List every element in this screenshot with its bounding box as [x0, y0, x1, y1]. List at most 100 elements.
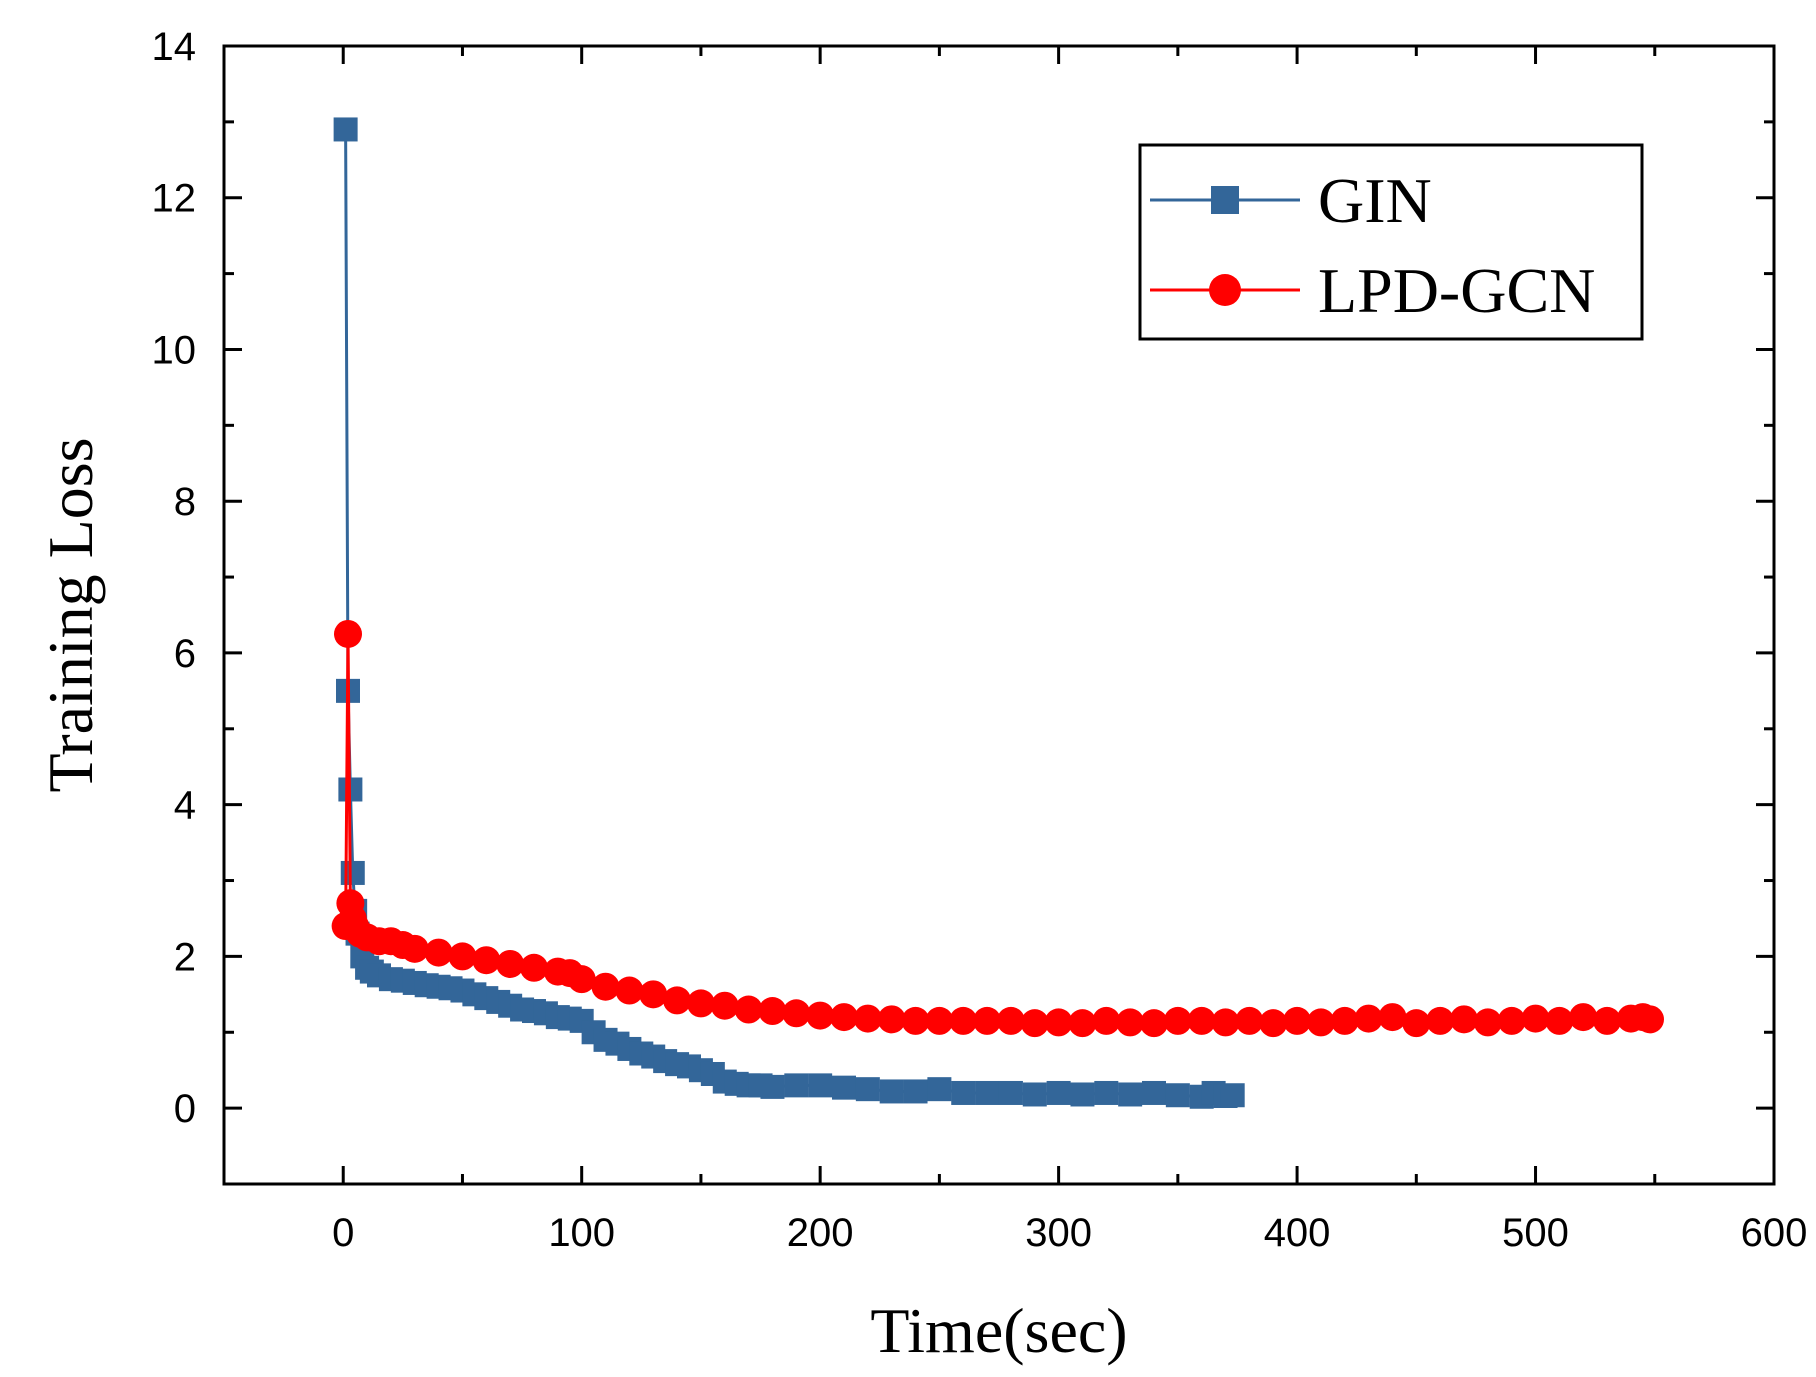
y-axis-title: Training Loss [35, 437, 106, 792]
data-point-gin [1094, 1080, 1119, 1105]
data-point-lpd-gcn [1116, 1008, 1145, 1037]
data-point-lpd-gcn [1569, 1003, 1598, 1032]
legend: GIN LPD-GCN [1138, 143, 1644, 341]
data-point-lpd-gcn [1473, 1008, 1502, 1037]
y-tick-label: 8 [174, 480, 196, 524]
data-point-lpd-gcn [496, 949, 525, 978]
data-point-gin [333, 117, 358, 142]
data-point-lpd-gcn [1068, 1009, 1097, 1038]
y-tick-label: 10 [152, 328, 197, 372]
data-point-lpd-gcn [1044, 1008, 1073, 1037]
data-point-lpd-gcn [806, 1001, 835, 1030]
data-point-gin [855, 1077, 880, 1102]
data-point-lpd-gcn [782, 999, 811, 1028]
data-point-lpd-gcn [400, 934, 429, 963]
data-point-gin [975, 1080, 1000, 1105]
data-point-lpd-gcn [925, 1006, 954, 1035]
data-point-lpd-gcn [591, 972, 620, 1001]
data-point-lpd-gcn [973, 1006, 1002, 1035]
data-point-gin [998, 1080, 1023, 1105]
data-point-lpd-gcn [1545, 1006, 1574, 1035]
data-point-gin [1142, 1080, 1166, 1105]
data-point-lpd-gcn [1306, 1008, 1335, 1037]
y-tick-label: 6 [174, 632, 196, 676]
data-point-lpd-gcn [1211, 1008, 1240, 1037]
data-point-gin [927, 1077, 952, 1102]
y-tick-label: 2 [174, 935, 196, 979]
x-tick-label: 0 [332, 1211, 354, 1255]
x-tick-label: 300 [1025, 1211, 1092, 1255]
data-point-lpd-gcn [334, 619, 362, 648]
data-point-lpd-gcn [567, 965, 596, 994]
x-tick-label: 100 [548, 1211, 615, 1255]
tick-layer [222, 46, 1776, 1184]
legend-label-lpd-gcn: LPD-GCN [1318, 255, 1595, 326]
data-point-lpd-gcn [472, 946, 501, 975]
y-tick-label: 12 [152, 177, 197, 221]
data-point-lpd-gcn [1378, 1003, 1407, 1032]
x-axis-title: Time(sec) [870, 1295, 1127, 1366]
data-point-gin [951, 1080, 976, 1105]
data-point-gin [1046, 1080, 1071, 1105]
data-point-lpd-gcn [686, 989, 715, 1018]
data-point-lpd-gcn [1092, 1006, 1121, 1035]
x-tick-label: 400 [1264, 1211, 1331, 1255]
data-point-lpd-gcn [1140, 1009, 1168, 1038]
data-point-lpd-gcn [1402, 1009, 1431, 1038]
data-point-gin [1022, 1082, 1047, 1107]
plot-frame [222, 44, 1776, 1186]
x-tick-label: 500 [1502, 1211, 1569, 1255]
data-point-lpd-gcn [1283, 1006, 1312, 1035]
data-point-gin [1070, 1082, 1095, 1107]
data-point-gin [832, 1075, 856, 1100]
legend-box [1138, 143, 1644, 341]
data-point-lpd-gcn [1593, 1006, 1622, 1035]
data-point-lpd-gcn [734, 995, 763, 1024]
data-point-lpd-gcn [1187, 1006, 1216, 1035]
data-point-gin [903, 1079, 928, 1104]
data-point-lpd-gcn [877, 1005, 906, 1034]
x-tick-label: 200 [787, 1211, 854, 1255]
data-point-gin [1220, 1083, 1245, 1108]
data-point-lpd-gcn [830, 1003, 858, 1032]
data-point-lpd-gcn [996, 1006, 1025, 1035]
data-point-lpd-gcn [1163, 1006, 1192, 1035]
y-tick-label: 14 [152, 25, 197, 69]
data-point-lpd-gcn [758, 997, 787, 1026]
data-point-lpd-gcn [448, 942, 477, 971]
data-point-lpd-gcn [1259, 1009, 1288, 1038]
data-point-lpd-gcn [1450, 1005, 1478, 1034]
legend-label-gin: GIN [1318, 165, 1432, 236]
data-point-gin [879, 1079, 904, 1104]
data-point-lpd-gcn [1235, 1006, 1264, 1035]
data-point-lpd-gcn [1636, 1005, 1664, 1034]
series-gin [333, 117, 1245, 1109]
y-tick-label: 4 [174, 784, 196, 828]
data-point-lpd-gcn [1521, 1004, 1550, 1033]
data-point-lpd-gcn [949, 1006, 978, 1035]
data-point-lpd-gcn [615, 976, 644, 1005]
legend-marker-gin [1211, 186, 1239, 214]
data-point-gin [1165, 1083, 1190, 1108]
data-point-lpd-gcn [1330, 1006, 1359, 1035]
tick-label-layer: 0 100 200 300 400 500 600 0 2 4 6 8 10 12 14 [152, 25, 1808, 1255]
data-point-gin [784, 1073, 809, 1098]
data-point-lpd-gcn [1354, 1004, 1383, 1033]
data-point-lpd-gcn [424, 938, 453, 967]
data-point-gin [340, 860, 365, 885]
data-point-lpd-gcn [663, 986, 692, 1015]
data-point-lpd-gcn [520, 953, 548, 982]
series-layer [331, 117, 1664, 1109]
data-point-lpd-gcn [639, 980, 668, 1009]
data-point-lpd-gcn [853, 1004, 882, 1033]
y-tick-label: 0 [174, 1087, 196, 1131]
series-lpd-gcn [331, 619, 1664, 1038]
data-point-lpd-gcn [901, 1006, 930, 1035]
data-point-gin [760, 1074, 785, 1099]
data-point-lpd-gcn [710, 991, 739, 1020]
data-point-lpd-gcn [1020, 1009, 1049, 1038]
legend-marker-lpd-gcn [1209, 274, 1241, 306]
data-point-gin [808, 1073, 833, 1098]
data-point-lpd-gcn [1497, 1006, 1526, 1035]
